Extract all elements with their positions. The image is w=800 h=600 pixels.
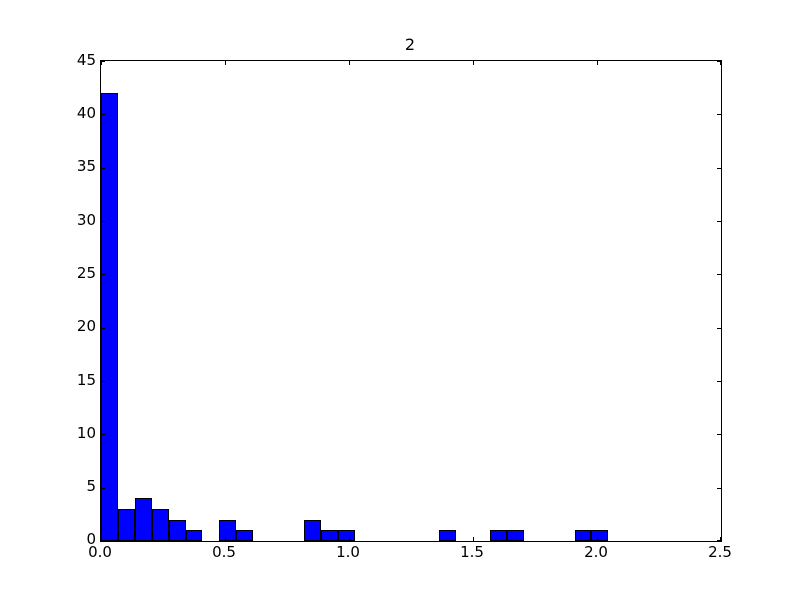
x-tick-mark (225, 537, 226, 541)
x-tick-mark (720, 537, 721, 541)
x-tick-label: 0.5 (212, 543, 236, 561)
y-tick-label: 15 (76, 370, 96, 389)
histogram-bar (168, 519, 186, 541)
y-tick-label: 20 (76, 317, 96, 336)
x-tick-mark (720, 61, 721, 65)
x-tick-mark (473, 537, 474, 541)
y-tick-label: 30 (76, 210, 96, 229)
y-tick-label: 0 (86, 529, 96, 548)
y-tick-mark (101, 221, 105, 222)
x-tick-mark (597, 61, 598, 65)
histogram-bar (101, 93, 118, 541)
histogram-bar (185, 530, 203, 541)
histogram-bar (151, 509, 169, 541)
x-tick-mark (473, 61, 474, 65)
y-tick-mark (101, 540, 105, 541)
histogram-bar (320, 530, 338, 541)
x-tick-mark (597, 537, 598, 541)
histogram-bar (134, 498, 152, 541)
y-tick-mark (717, 540, 721, 541)
y-tick-mark (717, 487, 721, 489)
y-tick-mark (717, 61, 721, 62)
y-tick-label: 35 (76, 157, 96, 176)
x-tick-label: 2.5 (708, 543, 732, 561)
histogram-bar (490, 530, 507, 541)
histogram-bar (574, 530, 592, 541)
x-tick-mark (101, 537, 102, 541)
y-tick-mark (717, 167, 721, 169)
x-tick-label: 1.0 (336, 543, 360, 561)
y-tick-label: 25 (76, 263, 96, 282)
y-tick-mark (717, 114, 721, 116)
histogram-bar (337, 530, 355, 541)
x-tick-mark (349, 537, 350, 541)
histogram-bar (303, 519, 321, 541)
y-tick-mark (717, 327, 721, 329)
chart-title: 2 (404, 35, 416, 54)
histogram-bar (506, 530, 524, 541)
y-tick-mark (717, 434, 721, 436)
plot-area (100, 60, 722, 542)
histogram-bar (591, 530, 609, 541)
x-tick-mark (225, 61, 226, 65)
y-tick-mark (717, 274, 721, 276)
x-tick-mark (349, 61, 350, 65)
y-tick-label: 5 (86, 477, 96, 496)
y-tick-mark (101, 167, 105, 169)
y-tick-mark (101, 274, 105, 276)
x-tick-label: 0.0 (88, 543, 112, 561)
y-tick-label: 45 (76, 50, 96, 69)
x-tick-label: 2.0 (584, 543, 608, 561)
y-tick-mark (101, 487, 105, 489)
y-tick-mark (101, 114, 105, 116)
y-tick-mark (101, 381, 105, 382)
y-tick-mark (101, 327, 105, 329)
histogram-bar (117, 509, 135, 541)
y-tick-mark (101, 434, 105, 436)
y-tick-mark (717, 381, 721, 382)
y-tick-label: 40 (76, 103, 96, 122)
histogram-bar (236, 530, 254, 541)
y-tick-mark (717, 221, 721, 222)
histogram-bar (219, 519, 237, 541)
y-tick-label: 10 (76, 423, 96, 442)
histogram-bar (439, 530, 457, 541)
y-tick-mark (101, 61, 105, 62)
x-tick-label: 1.5 (460, 543, 484, 561)
x-tick-mark (101, 61, 102, 65)
